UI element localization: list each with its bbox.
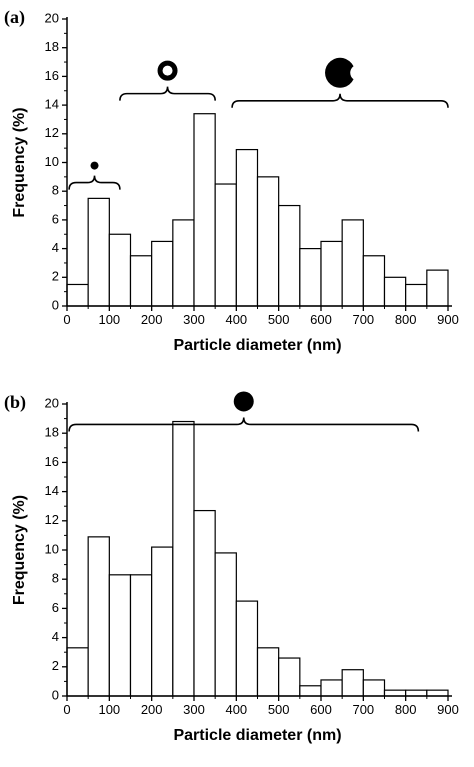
histogram-bar xyxy=(214,183,237,307)
histogram-bar xyxy=(172,219,195,307)
histogram-bar xyxy=(299,248,322,307)
histogram-bar xyxy=(320,240,343,307)
histogram-bar xyxy=(66,647,89,697)
annotation-group xyxy=(231,57,449,108)
y-tick-label: 18 xyxy=(45,425,59,440)
y-tick-label: 2 xyxy=(52,658,59,673)
histogram-bar xyxy=(341,219,364,307)
brace xyxy=(119,86,216,101)
histogram-bar xyxy=(108,574,132,697)
histogram-bar xyxy=(405,689,428,697)
x-tick-label: 400 xyxy=(225,702,247,717)
histogram-bar xyxy=(108,233,132,307)
histogram-bar xyxy=(235,148,259,307)
x-axis-title: Particle diameter (nm) xyxy=(173,337,341,354)
annotation-group xyxy=(68,391,420,432)
histogram-bar xyxy=(87,536,110,697)
y-tick-label: 0 xyxy=(52,297,59,312)
histogram-bar xyxy=(320,679,343,697)
histogram-bar xyxy=(405,283,428,307)
brace xyxy=(231,93,449,108)
x-tick-label: 500 xyxy=(268,702,290,717)
histogram-bar xyxy=(341,669,364,697)
histogram-bar xyxy=(299,685,322,697)
x-tick-label: 100 xyxy=(98,312,120,327)
histogram-bar xyxy=(172,420,195,697)
histogram-bar xyxy=(235,600,259,697)
y-tick-label: 4 xyxy=(52,629,59,644)
brace xyxy=(68,175,121,190)
histogram-bar xyxy=(256,647,280,697)
brace xyxy=(68,417,420,432)
x-tick-label: 800 xyxy=(395,702,417,717)
y-axis-title: Frequency (%) xyxy=(11,107,28,217)
y-tick-label: 20 xyxy=(45,10,59,25)
y-tick-label: 12 xyxy=(45,125,59,140)
x-tick-label: 0 xyxy=(63,702,70,717)
y-tick-label: 18 xyxy=(45,39,59,54)
x-tick-label: 300 xyxy=(183,702,205,717)
y-tick-label: 20 xyxy=(45,395,59,410)
x-axis-title: Particle diameter (nm) xyxy=(173,727,341,744)
y-tick-label: 16 xyxy=(45,454,59,469)
y-tick-label: 4 xyxy=(52,240,59,255)
x-tick-label: 300 xyxy=(183,312,205,327)
ring-icon xyxy=(157,60,178,81)
y-tick-label: 8 xyxy=(52,183,59,198)
histogram-bar xyxy=(66,283,89,307)
x-tick-label: 500 xyxy=(268,312,290,327)
x-tick-label: 900 xyxy=(437,312,459,327)
histogram-bar xyxy=(383,276,407,307)
y-tick-label: 10 xyxy=(45,541,59,556)
y-tick-label: 14 xyxy=(45,97,59,112)
y-tick-label: 0 xyxy=(52,687,59,702)
x-tick-label: 900 xyxy=(437,702,459,717)
x-tick-label: 600 xyxy=(310,702,332,717)
annotation-group xyxy=(68,161,121,190)
x-tick-label: 700 xyxy=(352,312,374,327)
histogram-bar xyxy=(278,657,301,697)
annotation-group xyxy=(119,60,216,101)
small-dot-icon xyxy=(90,161,99,170)
histogram-bar xyxy=(256,176,280,307)
y-tick-label: 16 xyxy=(45,68,59,83)
y-tick-label: 14 xyxy=(45,483,59,498)
histogram-bar xyxy=(151,546,174,697)
y-tick-label: 12 xyxy=(45,512,59,527)
histogram-bar xyxy=(362,255,386,307)
histogram-bar xyxy=(87,197,110,307)
panel-label: (b) xyxy=(4,392,26,413)
histogram-bar xyxy=(362,679,386,697)
x-tick-label: 100 xyxy=(98,702,120,717)
histogram-bar xyxy=(214,552,237,697)
x-tick-label: 600 xyxy=(310,312,332,327)
histogram-bar xyxy=(278,204,301,307)
y-tick-label: 2 xyxy=(52,269,59,284)
y-tick-label: 8 xyxy=(52,571,59,586)
panel-label: (a) xyxy=(4,7,25,28)
y-tick-label: 6 xyxy=(52,211,59,226)
histogram-bar xyxy=(151,240,174,307)
x-tick-label: 200 xyxy=(141,312,163,327)
x-tick-label: 700 xyxy=(352,702,374,717)
histogram-bar xyxy=(193,113,216,307)
x-tick-label: 200 xyxy=(141,702,163,717)
histogram-bar xyxy=(193,509,216,697)
y-tick-label: 10 xyxy=(45,154,59,169)
x-tick-label: 0 xyxy=(63,312,70,327)
crescent-icon xyxy=(325,57,354,88)
y-axis-title: Frequency (%) xyxy=(11,495,28,605)
x-tick-label: 800 xyxy=(395,312,417,327)
histogram-bar xyxy=(426,689,449,697)
histogram-bar xyxy=(129,255,153,307)
y-tick-label: 6 xyxy=(52,600,59,615)
histogram-bar xyxy=(383,689,407,697)
filled-circle-icon xyxy=(233,391,254,412)
x-tick-label: 400 xyxy=(225,312,247,327)
histogram-bar xyxy=(129,574,153,697)
histogram-bar xyxy=(426,269,449,307)
